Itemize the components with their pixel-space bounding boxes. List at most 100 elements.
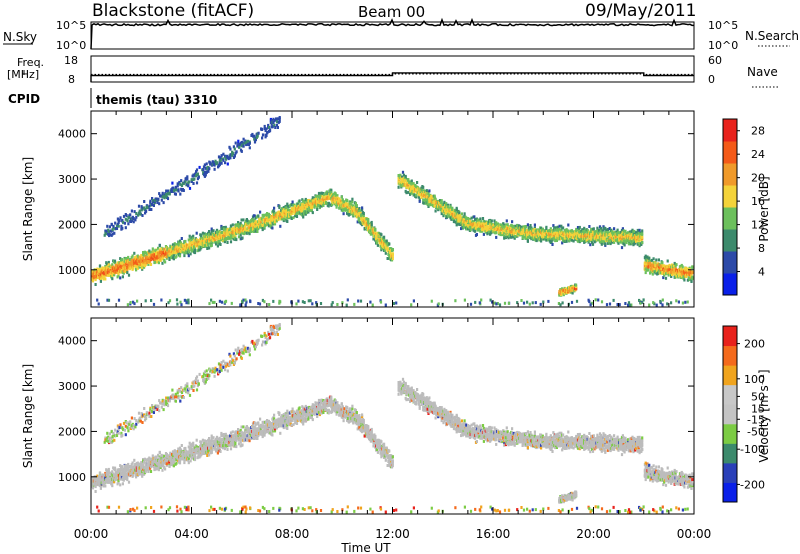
power-echo-cell (391, 252, 394, 256)
power-echo-cell (107, 228, 110, 232)
power-echo-cell (192, 248, 195, 252)
power-echo-cell (278, 116, 281, 119)
power-echo-cell (407, 178, 410, 182)
power-echo-cell (248, 146, 251, 150)
power-echo-cell (576, 226, 580, 229)
power-echo-cell (214, 238, 217, 242)
power-echo-cell (141, 214, 144, 217)
power-echo-cell (204, 166, 207, 170)
power-echo-cell (450, 217, 453, 221)
power-echo-cell (195, 231, 198, 235)
power-echo-cell (113, 231, 116, 235)
power-echo-cell (649, 259, 652, 263)
power-echo-cell (380, 233, 383, 237)
power-echo-cell (259, 220, 262, 224)
freq-strip-frame (90, 55, 695, 83)
power-echo-cell (577, 232, 580, 236)
power-echo-cell (423, 193, 427, 196)
power-echo-cell (374, 231, 377, 235)
power-echo-cell (383, 239, 386, 243)
freq-tick-low: 8 (68, 73, 75, 86)
power-echo-cell (418, 199, 421, 203)
power-echo-cell (315, 194, 318, 198)
power-echo-cell (481, 229, 484, 233)
power-echo-cell (560, 224, 563, 228)
power-echo-cell (590, 227, 593, 231)
power-echo-cell (438, 201, 441, 205)
power-echo-cell (631, 228, 634, 232)
power-echo-cell (103, 233, 106, 237)
power-echo-cell (641, 229, 644, 233)
power-echo-cell (179, 241, 182, 245)
power-echo-cell (261, 226, 264, 230)
power-echo-cell (113, 261, 117, 265)
power-echo-cell (634, 241, 637, 245)
power-echo-cell (545, 238, 548, 242)
power-echo-cell (218, 162, 221, 166)
power-echo-cell (423, 198, 426, 202)
power-echo-cell (635, 239, 638, 243)
power-echo-cell (445, 211, 449, 215)
power-echo-cell (661, 261, 664, 265)
power-echo-cell (246, 222, 249, 226)
power-echo-cell (454, 220, 457, 224)
power-echo-cell (549, 227, 552, 231)
power-echo-cell (369, 229, 372, 233)
power-echo-cell (384, 251, 387, 255)
power-echo-cell (170, 188, 173, 192)
power-echo-cell (526, 239, 529, 243)
power-echo-cell (154, 258, 157, 262)
power-echo-cell (459, 214, 462, 218)
power-echo-cell (142, 253, 146, 257)
power-echo-cell (275, 219, 278, 223)
power-echo-cell (137, 213, 140, 217)
power-echo-cell (486, 227, 489, 231)
power-echo-cell (410, 182, 413, 186)
power-echo-cell (266, 222, 270, 226)
power-echo-cell (180, 179, 183, 183)
power-echo-cell (178, 252, 182, 256)
power-echo-cell (186, 175, 189, 179)
power-echo-cell (117, 220, 120, 224)
power-echo-cell (446, 203, 449, 207)
power-echo-cell (139, 262, 142, 266)
power-echo-cell (130, 209, 133, 213)
power-echo-cell (156, 201, 159, 204)
power-echo-cell (422, 185, 425, 189)
power-echo-cell (565, 228, 568, 232)
power-echo-cell (244, 225, 247, 229)
power-echo-cell (261, 133, 265, 137)
power-echo-cell (109, 229, 112, 233)
power-echo-cell (147, 255, 150, 259)
power-echo-cell (427, 196, 430, 199)
power-echo-cell (503, 234, 506, 238)
power-echo-cell (244, 139, 247, 143)
power-echo-cell (425, 197, 428, 201)
power-echo-cell (441, 209, 444, 213)
power-echo-cell (127, 255, 130, 259)
power-echo-cell (305, 211, 308, 214)
power-echo-cell (641, 235, 644, 239)
power-echo-cell (638, 242, 641, 246)
power-echo-cell (409, 187, 412, 191)
power-echo-cell (151, 197, 154, 200)
power-echo-cell (108, 233, 111, 237)
power-echo-cell (275, 120, 279, 124)
power-echo-cell (443, 212, 446, 216)
power-echo-cell (201, 231, 204, 235)
power-echo-cell (567, 232, 570, 235)
power-echo-cell (135, 265, 138, 268)
power-echo-cell (670, 275, 673, 278)
power-echo-cell (417, 195, 420, 199)
power-echo-cell (120, 270, 123, 274)
power-echo-cell (143, 206, 146, 210)
power-echo-cell (287, 208, 290, 212)
power-echo-cell (207, 243, 210, 247)
power-echo-cell (627, 239, 631, 242)
power-echo-cell (99, 277, 102, 281)
power-echo-cell (280, 215, 284, 219)
power-echo-cell (280, 217, 284, 221)
power-echo-cell (159, 194, 162, 198)
power-echo-cell (446, 205, 449, 209)
power-echo-cell (282, 206, 285, 210)
